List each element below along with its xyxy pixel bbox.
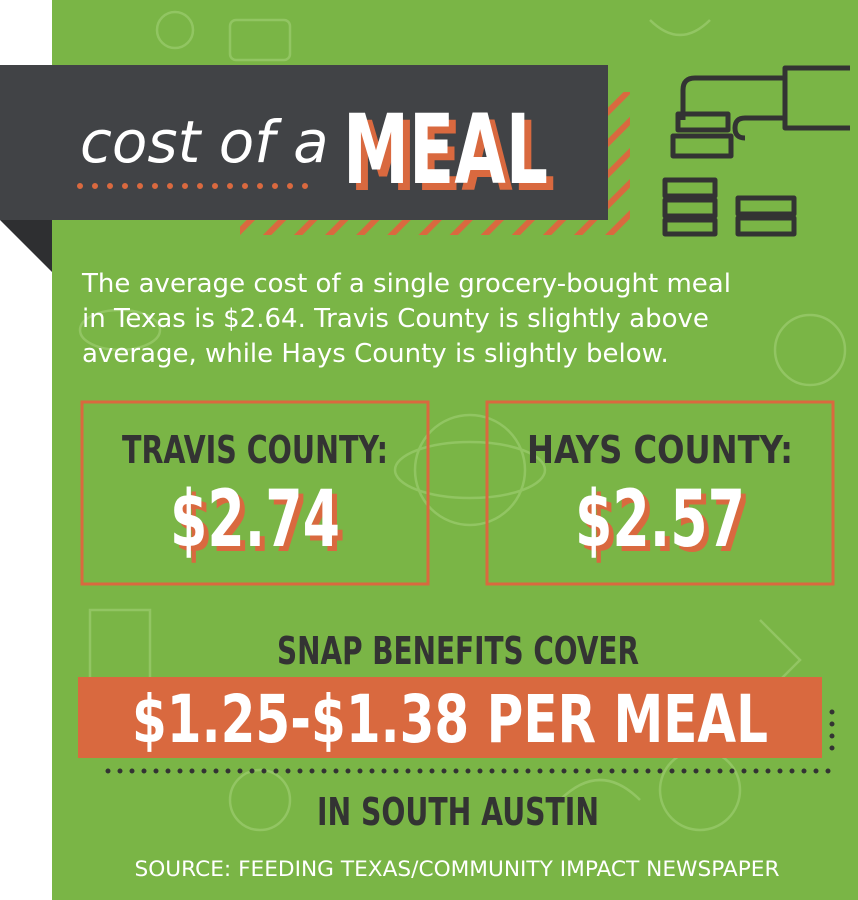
intro: The average cost of a single grocery-bou… [81,269,731,369]
intro-line: average, while Hays County is slightly b… [82,339,669,369]
banner [0,65,608,220]
snap-range: $1.25-$1.38 PER MEAL [132,681,768,758]
banner-fold [0,220,52,272]
county-name: HAYS COUNTY: [527,428,793,472]
title-script: cost of a [80,108,329,176]
county-cost-shadow: $2.74 [175,480,345,570]
hand-coins-icon [662,65,850,237]
intro-line: in Texas is $2.64. Travis County is slig… [82,304,709,334]
source: SOURCE: FEEDING TEXAS/COMMUNITY IMPACT N… [135,857,780,881]
title-main-shadow: MEAL [350,101,555,213]
snap-location: IN SOUTH AUSTIN [317,790,599,834]
title-main: MEAL [343,94,548,206]
county-cost-shadow: $2.57 [580,480,750,570]
intro-line: The average cost of a single grocery-bou… [81,269,731,299]
snap-bar [78,677,822,758]
snap-lead: SNAP BENEFITS COVER [277,629,639,673]
county-box [80,400,430,586]
county-cost: $2.74 [170,475,340,565]
county-cost: $2.57 [575,475,745,565]
county-box [485,400,835,586]
county-name: TRAVIS COUNTY: [122,428,388,472]
